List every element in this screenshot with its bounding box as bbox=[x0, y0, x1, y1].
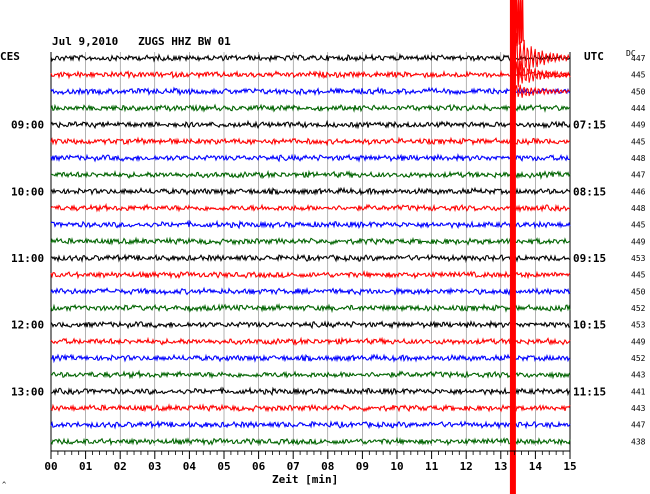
right-time-label: 07:15 bbox=[573, 119, 606, 132]
dc-value-label: 450 bbox=[631, 87, 646, 96]
dc-value-label: 438 bbox=[631, 437, 646, 446]
dc-value-label: 452 bbox=[631, 354, 646, 363]
trace-row bbox=[50, 436, 571, 447]
trace-row bbox=[50, 253, 571, 264]
trace-row bbox=[50, 403, 571, 413]
x-tick-label: 04 bbox=[183, 460, 197, 473]
x-tick-label: 13 bbox=[494, 460, 507, 473]
chart-title: Jul 9,2010 ZUGS HHZ BW 01 bbox=[52, 35, 231, 48]
grid-lines bbox=[50, 52, 571, 451]
right-time-label: 10:15 bbox=[573, 319, 606, 332]
row-labels: 09:00 10:00 11:00 12:00 13:00 07:15 08:15 09:15… bbox=[11, 54, 646, 446]
x-tick-label: 03 bbox=[148, 460, 161, 473]
left-time-label: 11:00 bbox=[11, 252, 44, 265]
left-time-label: 10:00 bbox=[11, 185, 44, 198]
trace-row bbox=[50, 219, 571, 230]
dc-value-label: 446 bbox=[631, 187, 646, 196]
event-burst-trace bbox=[510, 28, 570, 84]
dc-value-label: 445 bbox=[631, 221, 646, 230]
dc-value-label: 449 bbox=[631, 237, 646, 246]
corner-mark: ^ bbox=[2, 481, 6, 489]
dc-value-label: 448 bbox=[631, 204, 646, 213]
dc-value-label: 449 bbox=[631, 337, 646, 346]
trace-row bbox=[50, 369, 571, 380]
x-tick-label: 01 bbox=[79, 460, 93, 473]
dc-value-label: 452 bbox=[631, 304, 646, 313]
x-tick-label: 07 bbox=[287, 460, 300, 473]
dc-value-label: 445 bbox=[631, 137, 646, 146]
trace-row bbox=[50, 270, 571, 280]
right-time-label: 09:15 bbox=[573, 252, 606, 265]
dc-value-label: 444 bbox=[631, 104, 646, 113]
left-time-label: 09:00 bbox=[11, 119, 44, 132]
dc-value-label: 445 bbox=[631, 271, 646, 280]
event-spike-top bbox=[510, 0, 524, 49]
trace-row bbox=[50, 336, 571, 346]
dc-value-label: 443 bbox=[631, 371, 646, 380]
trace-lines bbox=[50, 53, 571, 447]
dc-value-label: 447 bbox=[631, 171, 646, 180]
dc-label: DC bbox=[626, 49, 636, 58]
x-tick-label: 09 bbox=[356, 460, 369, 473]
trace-row bbox=[50, 136, 571, 147]
seismic-event bbox=[509, 0, 570, 494]
trace-row bbox=[50, 69, 571, 80]
trace-row bbox=[50, 53, 571, 63]
trace-row bbox=[51, 169, 571, 180]
event-burst-trace bbox=[510, 59, 570, 91]
dc-value-label: 449 bbox=[631, 121, 646, 130]
trace-row bbox=[50, 303, 571, 314]
trace-row bbox=[50, 119, 571, 130]
trace-row bbox=[50, 286, 571, 296]
trace-row bbox=[50, 420, 571, 430]
trace-row bbox=[50, 86, 571, 97]
dc-value-label: 453 bbox=[631, 254, 646, 263]
dc-value-label: 447 bbox=[631, 54, 646, 63]
dc-value-label: 445 bbox=[631, 71, 646, 80]
trace-row bbox=[50, 236, 571, 246]
dc-value-label: 441 bbox=[631, 387, 646, 396]
time-axis: 00 01 02 03 04 05 06 07 08 09 10 11 12 13 14 15 bbox=[44, 450, 577, 473]
x-tick-label: 06 bbox=[252, 460, 266, 473]
x-tick-label: 10 bbox=[390, 460, 403, 473]
x-axis-label: Zeit [min] bbox=[272, 473, 338, 486]
trace-row bbox=[50, 386, 571, 397]
right-time-label: 11:15 bbox=[573, 385, 606, 398]
x-tick-label: 14 bbox=[529, 460, 543, 473]
dc-value-label: 448 bbox=[631, 154, 646, 163]
trace-row bbox=[50, 202, 571, 213]
x-tick-label: 15 bbox=[563, 460, 576, 473]
dc-value-label: 453 bbox=[631, 321, 646, 330]
x-tick-label: 05 bbox=[217, 460, 230, 473]
left-time-label: 12:00 bbox=[11, 319, 44, 332]
x-tick-label: 02 bbox=[114, 460, 127, 473]
event-vertical-band bbox=[509, 0, 516, 494]
trace-row bbox=[50, 103, 571, 113]
left-time-label: 13:00 bbox=[11, 385, 44, 398]
trace-row bbox=[50, 186, 571, 197]
right-timezone-label: UTC bbox=[584, 50, 604, 63]
x-tick-label: 12 bbox=[460, 460, 473, 473]
trace-row bbox=[50, 153, 571, 163]
x-tick-label: 11 bbox=[425, 460, 439, 473]
x-tick-label: 00 bbox=[44, 460, 57, 473]
dc-value-label: 447 bbox=[631, 421, 646, 430]
x-tick-label: 08 bbox=[321, 460, 334, 473]
dc-value-label: 443 bbox=[631, 404, 646, 413]
trace-row bbox=[50, 353, 571, 364]
event-burst-trace bbox=[510, 83, 570, 102]
right-time-label: 08:15 bbox=[573, 185, 606, 198]
left-timezone-label: CES bbox=[0, 50, 20, 63]
trace-row bbox=[50, 319, 571, 330]
dc-value-label: 450 bbox=[631, 287, 646, 296]
